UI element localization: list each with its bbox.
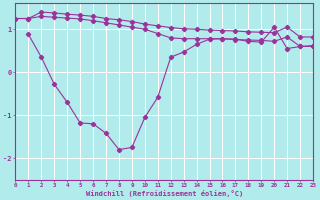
- X-axis label: Windchill (Refroidissement éolien,°C): Windchill (Refroidissement éolien,°C): [86, 190, 243, 197]
